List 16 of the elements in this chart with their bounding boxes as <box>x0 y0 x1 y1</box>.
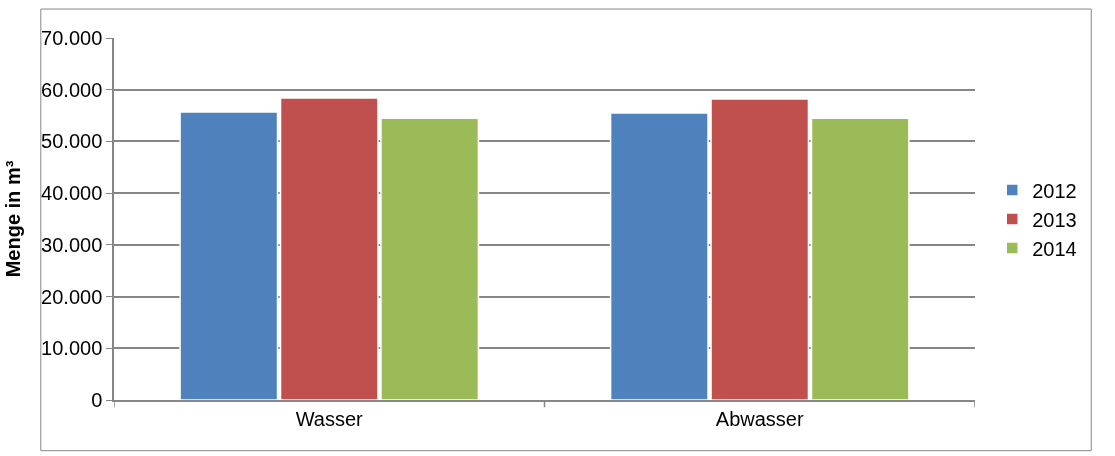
bar <box>810 117 910 400</box>
y-tick-label: 60.000 <box>41 78 103 101</box>
y-tick-label: 10.000 <box>41 337 103 360</box>
legend-label: 2014 <box>1032 237 1077 260</box>
legend-label: 2013 <box>1032 208 1077 231</box>
y-axis-title: Menge in m³ <box>2 160 25 278</box>
y-tick-label: 50.000 <box>41 130 103 153</box>
x-tick-label: Wasser <box>295 407 364 430</box>
y-tick-label: 30.000 <box>41 233 103 256</box>
x-tick-label: Abwasser <box>715 407 804 430</box>
bar <box>179 111 279 400</box>
y-tick-label: 0 <box>91 389 103 411</box>
y-tick-label: 40.000 <box>41 182 103 205</box>
legend-label: 2012 <box>1032 179 1077 202</box>
y-tick-label: 20.000 <box>41 285 103 308</box>
y-tick-label: 70.000 <box>41 27 103 49</box>
